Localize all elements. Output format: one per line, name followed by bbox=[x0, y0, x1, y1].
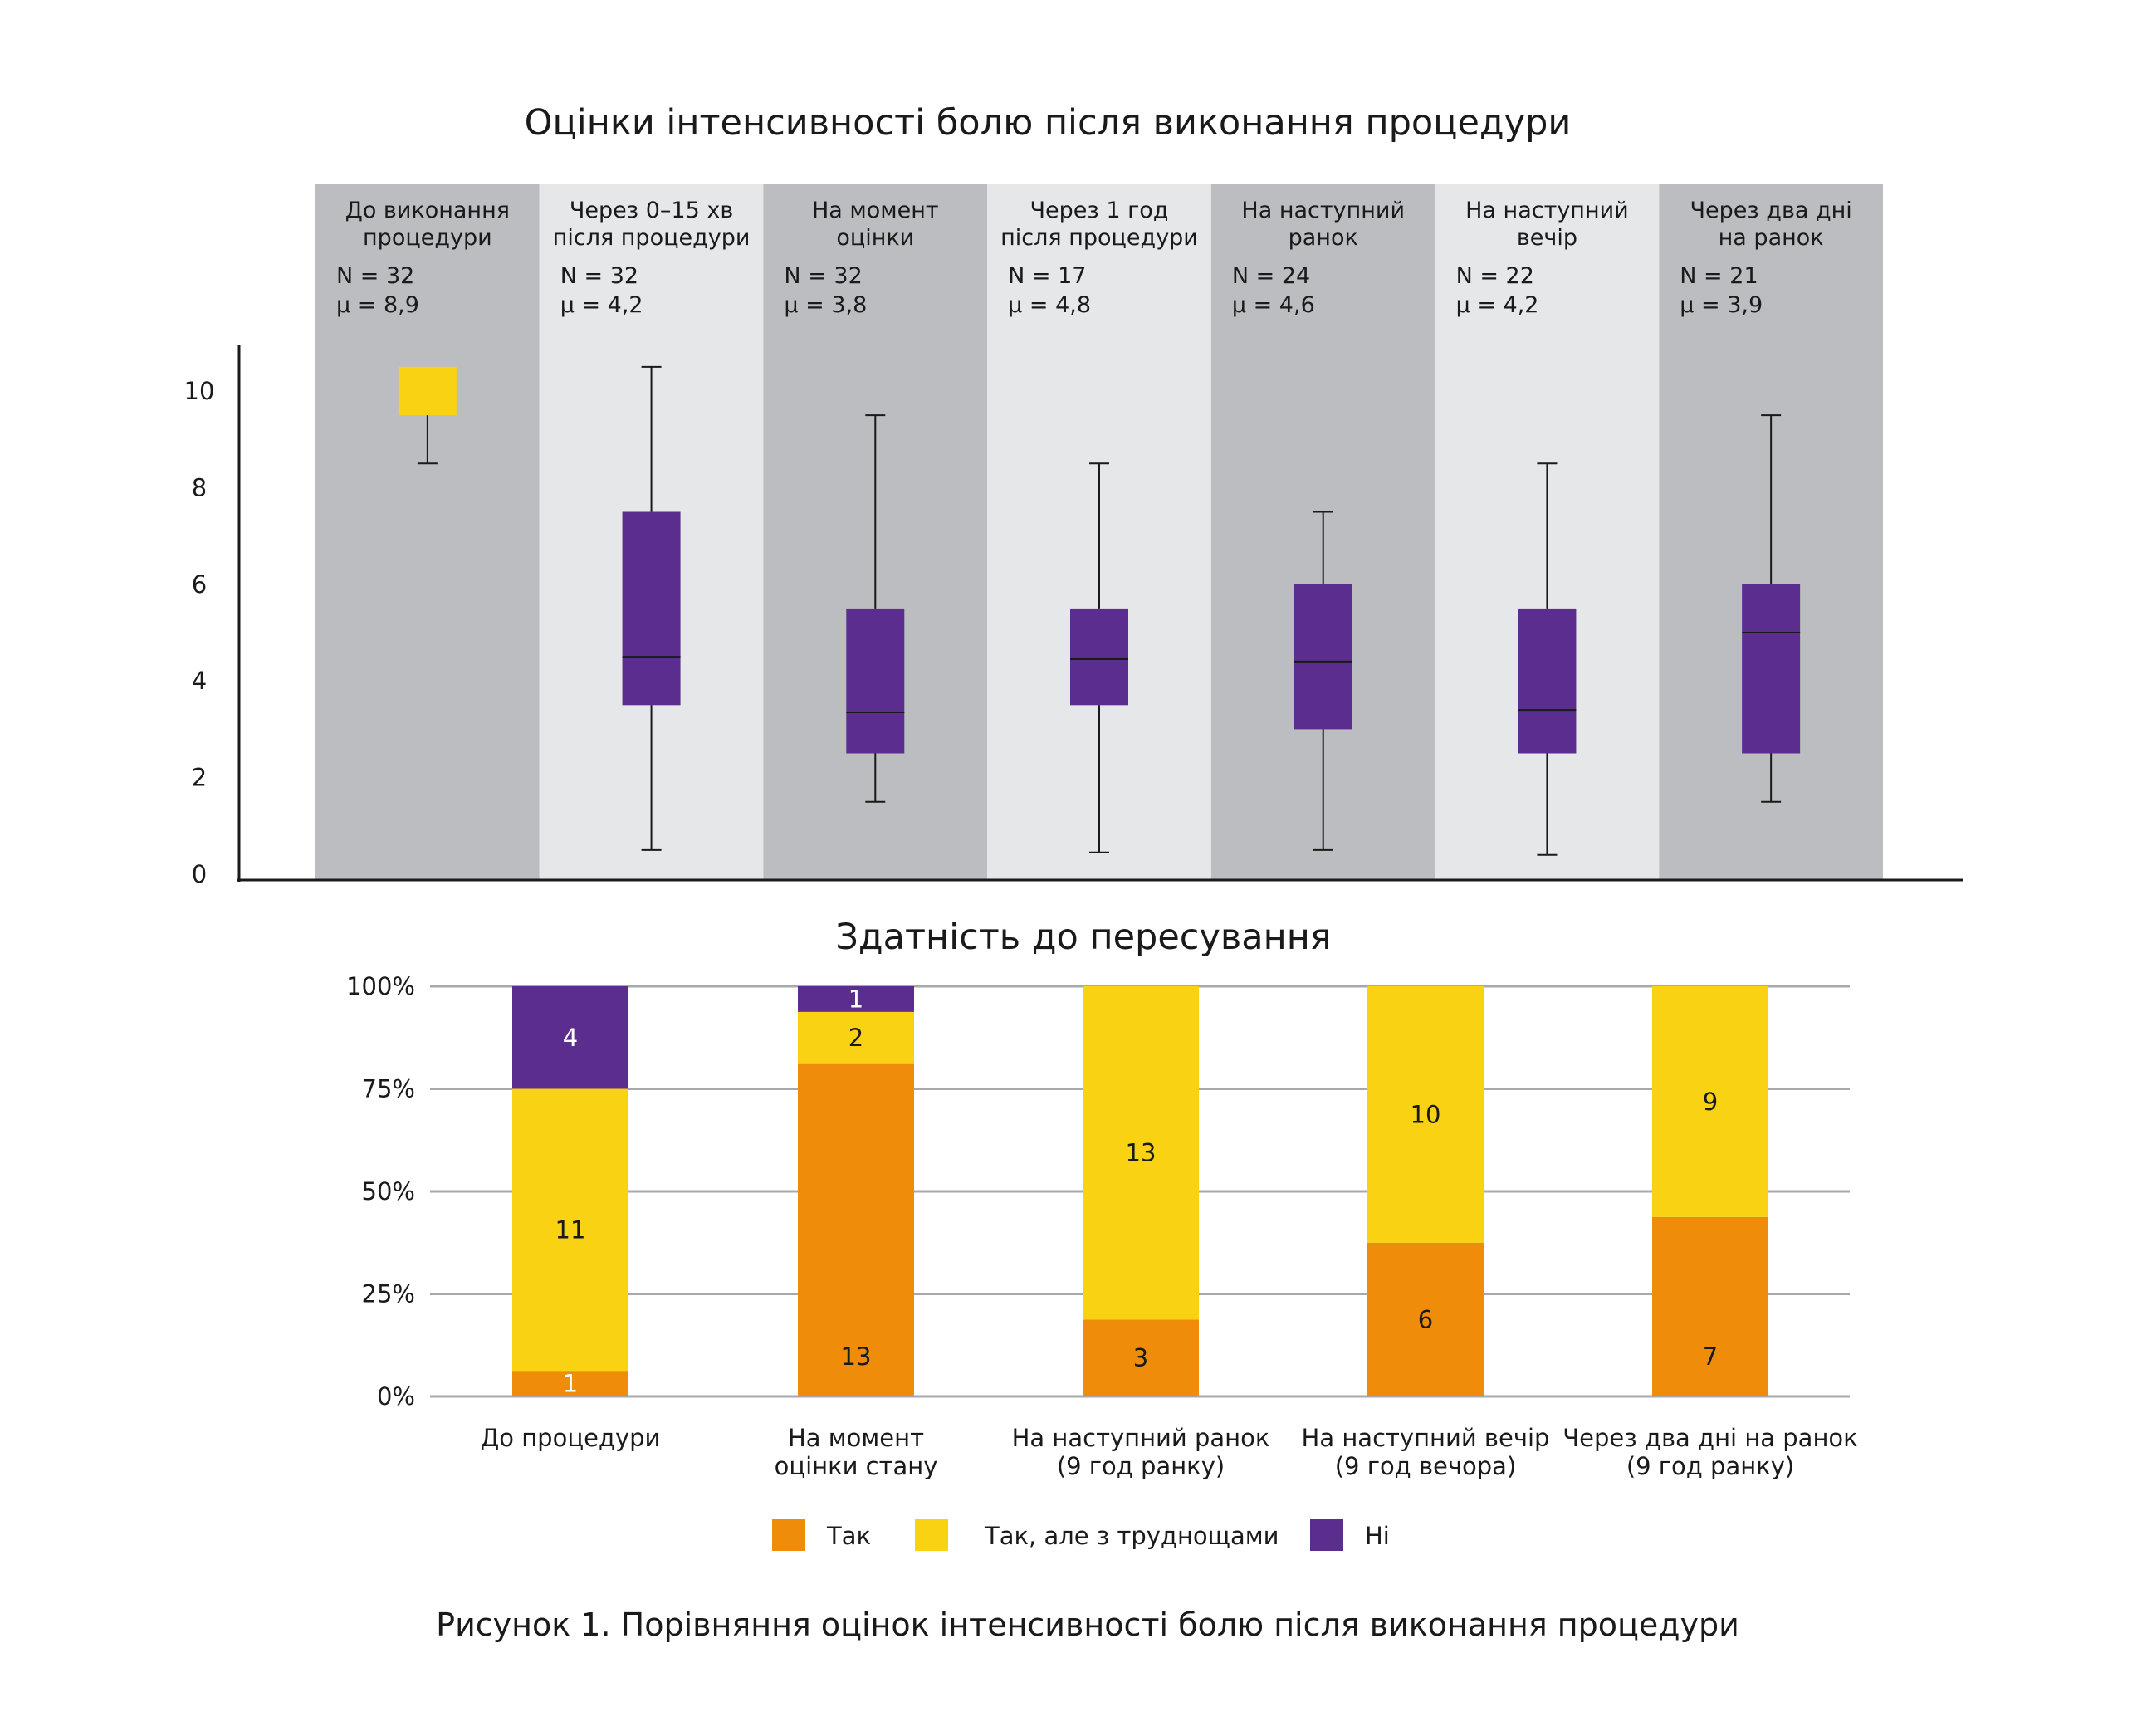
y-tick-label: 8 bbox=[192, 473, 207, 501]
legend-label: Так bbox=[826, 1522, 871, 1550]
bar-value-label: 13 bbox=[841, 1342, 872, 1371]
bar-value-label: 10 bbox=[1411, 1100, 1441, 1128]
y-tick-label: 4 bbox=[192, 667, 207, 695]
x-category-label: На наступний вечір bbox=[1302, 1424, 1550, 1452]
figure-caption: Рисунок 1. Порівняння оцінок інтенсивнос… bbox=[436, 1606, 1739, 1643]
box bbox=[1070, 608, 1128, 706]
column-label: На наступний bbox=[1465, 198, 1629, 223]
y-tick-label: 10 bbox=[184, 377, 215, 405]
legend-label: Ні bbox=[1365, 1522, 1390, 1550]
bar-value-label: 11 bbox=[555, 1215, 586, 1244]
box bbox=[1518, 608, 1577, 754]
column-n: N = 17 bbox=[1008, 263, 1086, 289]
column-label: На момент bbox=[812, 198, 939, 223]
y-tick-label: 6 bbox=[192, 570, 207, 599]
box bbox=[1294, 584, 1352, 730]
x-category-label: оцінки стану bbox=[775, 1452, 938, 1480]
bar-value-label: 6 bbox=[1418, 1305, 1433, 1333]
bar-segment bbox=[1083, 1319, 1199, 1396]
boxplot-title: Оцінки інтенсивності болю після виконанн… bbox=[525, 102, 1572, 144]
pain-boxplot: Оцінки інтенсивності болю після виконанн… bbox=[184, 102, 1963, 888]
bar-value-label: 1 bbox=[563, 1370, 578, 1398]
column-label: оцінки bbox=[836, 225, 914, 251]
column-mean: μ = 8,9 bbox=[336, 292, 419, 318]
legend-swatch bbox=[915, 1519, 948, 1551]
box bbox=[398, 366, 457, 416]
y-tick-label: 75% bbox=[362, 1075, 415, 1103]
column-mean: μ = 3,8 bbox=[784, 292, 867, 318]
y-tick-label: 0 bbox=[192, 860, 207, 888]
column-label: До виконання bbox=[345, 198, 510, 223]
x-category-label: (9 год вечора) bbox=[1335, 1452, 1517, 1480]
column-n: N = 21 bbox=[1680, 263, 1758, 289]
bar-value-label: 4 bbox=[563, 1024, 578, 1052]
y-tick-label: 25% bbox=[362, 1280, 415, 1308]
column-mean: μ = 4,2 bbox=[1456, 292, 1539, 318]
y-tick-label: 100% bbox=[346, 972, 415, 1000]
column-label: Через 1 год bbox=[1030, 198, 1169, 223]
column-label: на ранок bbox=[1719, 225, 1824, 251]
column-mean: μ = 4,8 bbox=[1008, 292, 1091, 318]
column-label: Через 0–15 хв bbox=[570, 198, 733, 223]
x-category-label: На наступний ранок bbox=[1012, 1424, 1270, 1452]
x-category-label: Через два дні на ранок bbox=[1562, 1424, 1857, 1452]
bar-segment bbox=[512, 986, 628, 1089]
box bbox=[1742, 584, 1801, 754]
column-label: На наступний bbox=[1241, 198, 1405, 223]
bar-segment bbox=[512, 1088, 628, 1372]
x-category-label: (9 год ранку) bbox=[1057, 1452, 1225, 1480]
bar-segment bbox=[798, 986, 914, 1012]
x-category-label: На момент bbox=[788, 1424, 924, 1452]
bar-value-label: 13 bbox=[1126, 1139, 1157, 1167]
bar-segment bbox=[1652, 1216, 1768, 1396]
mobility-stacked-bar: Здатність до пересування 0% 25% 50% 75% 100%… bbox=[346, 917, 1858, 1551]
bar-legend: Так Так, але з труднощами Ні bbox=[772, 1519, 1390, 1551]
column-n: N = 32 bbox=[336, 263, 414, 289]
x-category-label: До процедури bbox=[481, 1424, 661, 1452]
bar-value-label: 3 bbox=[1133, 1344, 1148, 1372]
column-label: після процедури bbox=[1000, 225, 1198, 251]
column-label: Через два дні bbox=[1690, 198, 1851, 223]
legend-swatch bbox=[772, 1519, 805, 1551]
bar-value-label: 9 bbox=[1703, 1088, 1718, 1116]
bar-segment bbox=[1367, 986, 1484, 1243]
column-label: ранок bbox=[1289, 225, 1358, 251]
bar-segment bbox=[798, 1011, 914, 1064]
bar-value-label: 2 bbox=[848, 1024, 863, 1052]
legend-label: Так, але з труднощами bbox=[984, 1522, 1279, 1550]
bar-segment bbox=[512, 1371, 628, 1396]
y-tick-label: 50% bbox=[362, 1177, 415, 1205]
y-tick-label: 0% bbox=[377, 1382, 415, 1411]
column-n: N = 24 bbox=[1232, 263, 1310, 289]
column-label: вечір bbox=[1517, 225, 1577, 251]
bar-value-label: 7 bbox=[1703, 1342, 1718, 1371]
column-mean: μ = 3,9 bbox=[1680, 292, 1763, 318]
column-n: N = 32 bbox=[560, 263, 638, 289]
column-n: N = 22 bbox=[1456, 263, 1534, 289]
column-mean: μ = 4,2 bbox=[560, 292, 643, 318]
boxplot-marks bbox=[398, 365, 1801, 856]
column-label: після процедури bbox=[553, 225, 751, 251]
bar-segment bbox=[1367, 1242, 1484, 1396]
column-mean: μ = 4,6 bbox=[1232, 292, 1315, 318]
bar-segment bbox=[1083, 986, 1199, 1320]
x-category-label: (9 год ранку) bbox=[1626, 1452, 1794, 1480]
boxplot-y-axis: 0 2 4 6 8 10 bbox=[184, 345, 1963, 888]
legend-swatch bbox=[1310, 1519, 1343, 1551]
box bbox=[846, 608, 905, 754]
bar-segment bbox=[1652, 986, 1768, 1217]
box bbox=[622, 511, 681, 706]
bar-segment bbox=[798, 1063, 914, 1396]
bar-value-label: 1 bbox=[848, 985, 863, 1013]
bar-title: Здатність до пересування bbox=[835, 917, 1331, 958]
column-n: N = 32 bbox=[784, 263, 862, 289]
column-band bbox=[315, 184, 540, 880]
column-label: процедури bbox=[363, 225, 492, 251]
y-tick-label: 2 bbox=[192, 764, 207, 792]
